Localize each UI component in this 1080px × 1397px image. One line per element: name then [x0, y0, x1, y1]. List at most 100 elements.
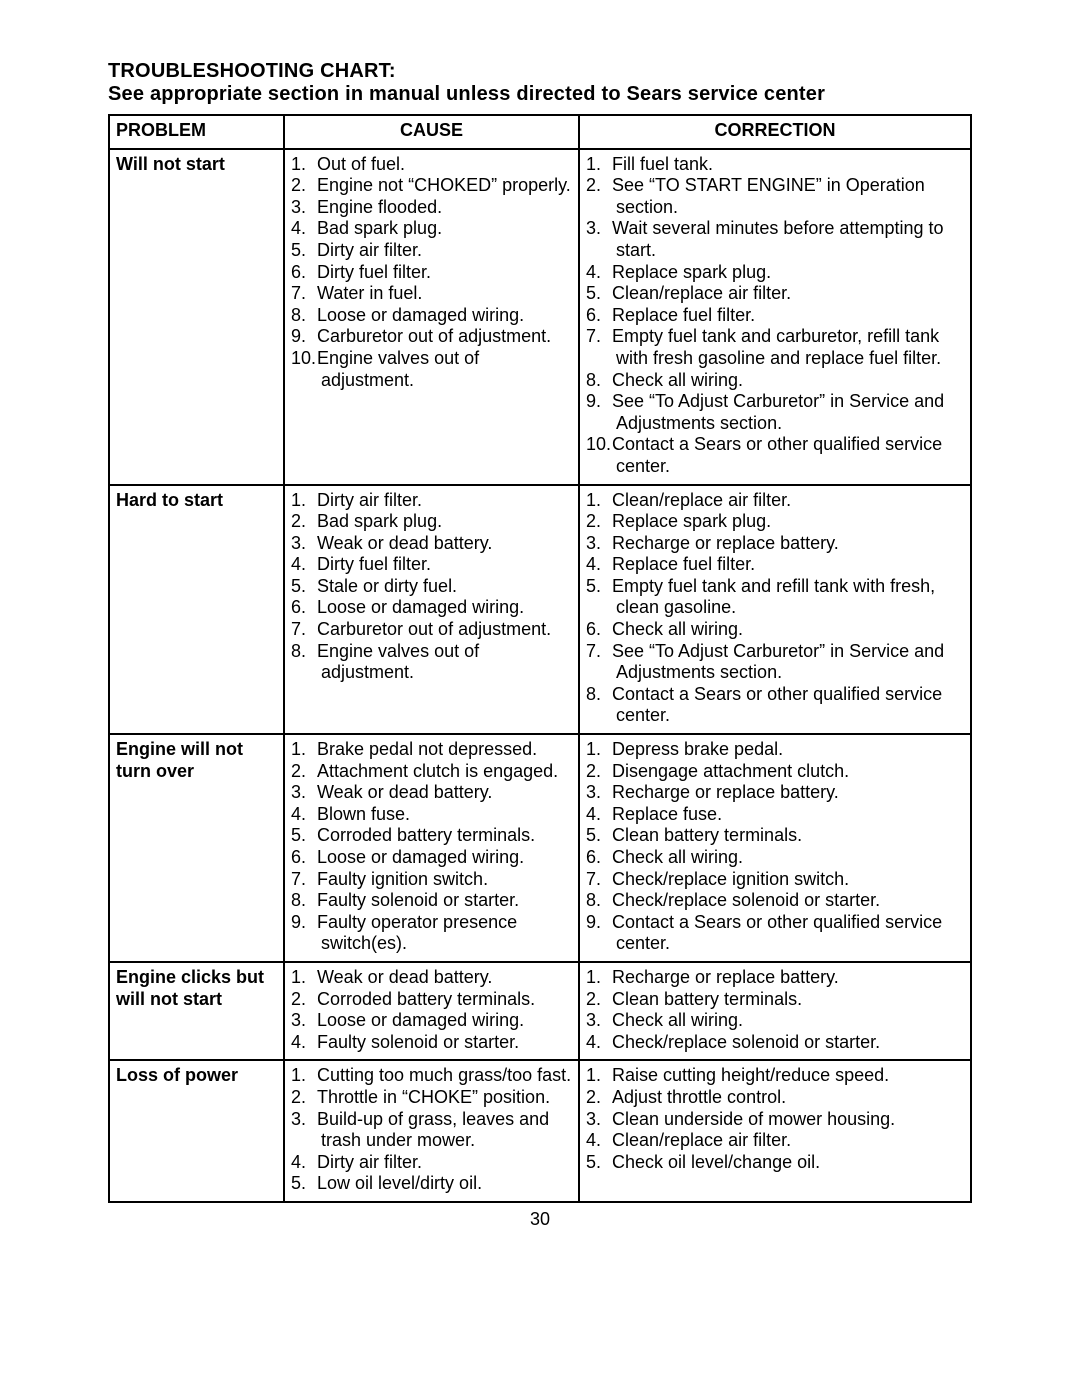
correction-cell: Depress brake pedal.Disengage attachment…	[579, 734, 971, 962]
list-item: See “To Adjust Carburetor” in Service an…	[586, 391, 964, 434]
list-item: Empty fuel tank and refill tank with fre…	[586, 576, 964, 619]
list-item: Low oil level/dirty oil.	[291, 1173, 572, 1195]
list-item: Empty fuel tank and carburetor, refill t…	[586, 326, 964, 369]
table-body: Will not startOut of fuel.Engine not “CH…	[109, 149, 971, 1202]
list-item: Raise cutting height/reduce speed.	[586, 1065, 964, 1087]
list-item: Clean battery terminals.	[586, 825, 964, 847]
table-header-row: PROBLEM CAUSE CORRECTION	[109, 115, 971, 149]
list-item: Check all wiring.	[586, 847, 964, 869]
cause-list: Brake pedal not depressed.Attachment clu…	[291, 739, 572, 955]
list-item: Depress brake pedal.	[586, 739, 964, 761]
list-item: Clean/replace air filter.	[586, 1130, 964, 1152]
problem-cell: Engine clicks but will not start	[109, 962, 284, 1060]
list-item: Weak or dead battery.	[291, 967, 572, 989]
list-item: Engine valves out of adjustment.	[291, 348, 572, 391]
title-line-1: TROUBLESHOOTING CHART:	[108, 60, 972, 83]
cause-list: Out of fuel.Engine not “CHOKED” properly…	[291, 154, 572, 392]
cause-cell: Cutting too much grass/too fast.Throttle…	[284, 1060, 579, 1202]
list-item: Check all wiring.	[586, 370, 964, 392]
cause-list: Dirty air filter.Bad spark plug.Weak or …	[291, 490, 572, 684]
correction-list: Raise cutting height/reduce speed.Adjust…	[586, 1065, 964, 1173]
correction-list: Depress brake pedal.Disengage attachment…	[586, 739, 964, 955]
list-item: Clean/replace air filter.	[586, 283, 964, 305]
page-title-block: TROUBLESHOOTING CHART: See appropriate s…	[108, 60, 972, 106]
header-problem: PROBLEM	[109, 115, 284, 149]
list-item: Check oil level/change oil.	[586, 1152, 964, 1174]
cause-list: Cutting too much grass/too fast.Throttle…	[291, 1065, 572, 1195]
list-item: Adjust throttle control.	[586, 1087, 964, 1109]
table-row: Loss of powerCutting too much grass/too …	[109, 1060, 971, 1202]
list-item: Check/replace solenoid or starter.	[586, 890, 964, 912]
list-item: Dirty air filter.	[291, 240, 572, 262]
header-cause: CAUSE	[284, 115, 579, 149]
list-item: Wait several minutes before attempting t…	[586, 218, 964, 261]
list-item: Check/replace ignition switch.	[586, 869, 964, 891]
correction-cell: Clean/replace air filter.Replace spark p…	[579, 485, 971, 735]
list-item: Clean underside of mower housing.	[586, 1109, 964, 1131]
correction-cell: Recharge or replace battery.Clean batter…	[579, 962, 971, 1060]
list-item: Check all wiring.	[586, 1010, 964, 1032]
list-item: Faulty solenoid or starter.	[291, 1032, 572, 1054]
list-item: Loose or damaged wiring.	[291, 597, 572, 619]
list-item: Weak or dead battery.	[291, 533, 572, 555]
correction-cell: Fill fuel tank.See “TO START ENGINE” in …	[579, 149, 971, 485]
list-item: Build-up of grass, leaves and trash unde…	[291, 1109, 572, 1152]
list-item: Attachment clutch is engaged.	[291, 761, 572, 783]
list-item: Out of fuel.	[291, 154, 572, 176]
table-row: Engine clicks but will not startWeak or …	[109, 962, 971, 1060]
problem-cell: Will not start	[109, 149, 284, 485]
list-item: Replace spark plug.	[586, 262, 964, 284]
list-item: Faulty solenoid or starter.	[291, 890, 572, 912]
header-correction: CORRECTION	[579, 115, 971, 149]
list-item: Engine flooded.	[291, 197, 572, 219]
list-item: Replace spark plug.	[586, 511, 964, 533]
list-item: Clean battery terminals.	[586, 989, 964, 1011]
list-item: Blown fuse.	[291, 804, 572, 826]
title-line-2: See appropriate section in manual unless…	[108, 83, 972, 106]
list-item: Check all wiring.	[586, 619, 964, 641]
list-item: Replace fuel filter.	[586, 305, 964, 327]
problem-cell: Loss of power	[109, 1060, 284, 1202]
list-item: Loose or damaged wiring.	[291, 1010, 572, 1032]
list-item: Recharge or replace battery.	[586, 967, 964, 989]
list-item: Recharge or replace battery.	[586, 533, 964, 555]
list-item: See “TO START ENGINE” in Operation secti…	[586, 175, 964, 218]
cause-list: Weak or dead battery.Corroded battery te…	[291, 967, 572, 1053]
table-row: Hard to startDirty air filter.Bad spark …	[109, 485, 971, 735]
correction-list: Fill fuel tank.See “TO START ENGINE” in …	[586, 154, 964, 478]
correction-list: Clean/replace air filter.Replace spark p…	[586, 490, 964, 728]
list-item: Cutting too much grass/too fast.	[291, 1065, 572, 1087]
problem-cell: Hard to start	[109, 485, 284, 735]
list-item: Carburetor out of adjustment.	[291, 326, 572, 348]
list-item: Check/replace solenoid or starter.	[586, 1032, 964, 1054]
list-item: Corroded battery terminals.	[291, 989, 572, 1011]
list-item: Replace fuel filter.	[586, 554, 964, 576]
cause-cell: Out of fuel.Engine not “CHOKED” properly…	[284, 149, 579, 485]
list-item: Disengage attachment clutch.	[586, 761, 964, 783]
list-item: Corroded battery terminals.	[291, 825, 572, 847]
list-item: Dirty air filter.	[291, 1152, 572, 1174]
list-item: Contact a Sears or other qualified servi…	[586, 434, 964, 477]
problem-cell: Engine will not turn over	[109, 734, 284, 962]
list-item: Dirty air filter.	[291, 490, 572, 512]
list-item: Brake pedal not depressed.	[291, 739, 572, 761]
list-item: Bad spark plug.	[291, 218, 572, 240]
list-item: See “To Adjust Carburetor” in Service an…	[586, 641, 964, 684]
list-item: Bad spark plug.	[291, 511, 572, 533]
list-item: Carburetor out of adjustment.	[291, 619, 572, 641]
list-item: Loose or damaged wiring.	[291, 847, 572, 869]
troubleshooting-table: PROBLEM CAUSE CORRECTION Will not startO…	[108, 114, 972, 1203]
list-item: Engine not “CHOKED” properly.	[291, 175, 572, 197]
list-item: Contact a Sears or other qualified servi…	[586, 912, 964, 955]
list-item: Contact a Sears or other qualified servi…	[586, 684, 964, 727]
list-item: Stale or dirty fuel.	[291, 576, 572, 598]
list-item: Faulty ignition switch.	[291, 869, 572, 891]
list-item: Water in fuel.	[291, 283, 572, 305]
list-item: Fill fuel tank.	[586, 154, 964, 176]
list-item: Throttle in “CHOKE” position.	[291, 1087, 572, 1109]
list-item: Replace fuse.	[586, 804, 964, 826]
cause-cell: Brake pedal not depressed.Attachment clu…	[284, 734, 579, 962]
list-item: Dirty fuel filter.	[291, 262, 572, 284]
table-row: Engine will not turn overBrake pedal not…	[109, 734, 971, 962]
table-row: Will not startOut of fuel.Engine not “CH…	[109, 149, 971, 485]
